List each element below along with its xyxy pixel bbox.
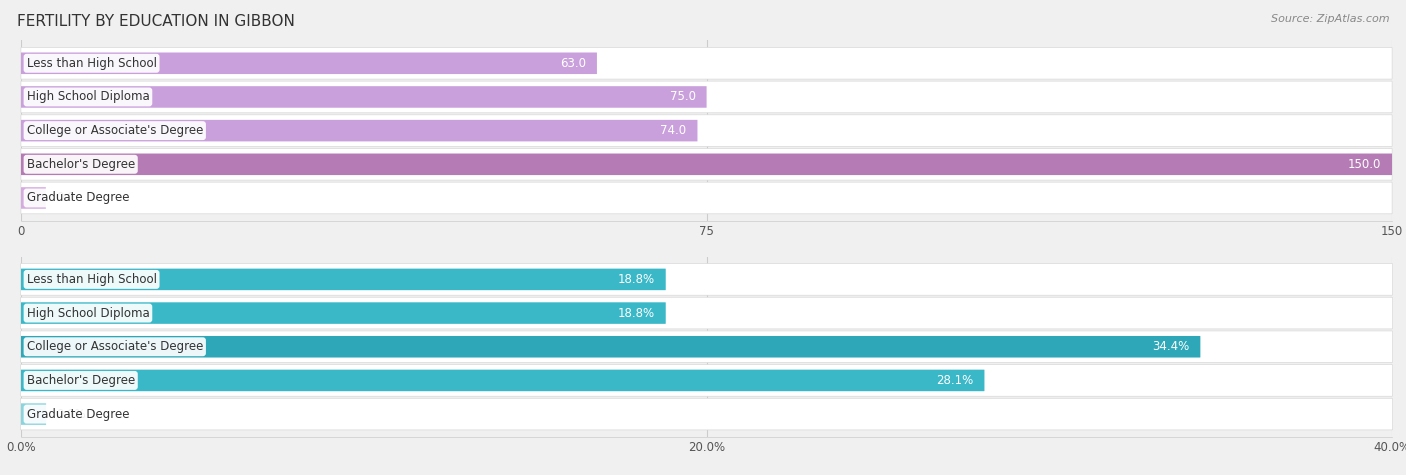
FancyBboxPatch shape [21,264,1392,295]
FancyBboxPatch shape [21,53,598,74]
FancyBboxPatch shape [21,149,1392,180]
Text: 150.0: 150.0 [1347,158,1381,171]
Text: Bachelor's Degree: Bachelor's Degree [27,158,135,171]
Text: 74.0: 74.0 [661,124,686,137]
Text: 34.4%: 34.4% [1152,340,1189,353]
FancyBboxPatch shape [21,187,46,209]
Text: 0.0%: 0.0% [56,408,86,420]
FancyBboxPatch shape [21,182,1392,214]
FancyBboxPatch shape [21,365,1392,396]
Text: Graduate Degree: Graduate Degree [27,408,129,420]
FancyBboxPatch shape [21,269,665,290]
Text: Less than High School: Less than High School [27,273,156,286]
Text: Less than High School: Less than High School [27,57,156,70]
FancyBboxPatch shape [21,398,1392,430]
FancyBboxPatch shape [21,331,1392,362]
FancyBboxPatch shape [21,370,984,391]
Text: 75.0: 75.0 [669,90,696,104]
Text: Source: ZipAtlas.com: Source: ZipAtlas.com [1271,14,1389,24]
Text: College or Associate's Degree: College or Associate's Degree [27,340,202,353]
FancyBboxPatch shape [21,336,1201,358]
Text: College or Associate's Degree: College or Associate's Degree [27,124,202,137]
FancyBboxPatch shape [21,48,1392,79]
Text: FERTILITY BY EDUCATION IN GIBBON: FERTILITY BY EDUCATION IN GIBBON [17,14,295,29]
FancyBboxPatch shape [21,153,1392,175]
FancyBboxPatch shape [21,115,1392,146]
Text: Bachelor's Degree: Bachelor's Degree [27,374,135,387]
Text: 28.1%: 28.1% [936,374,973,387]
Text: 63.0: 63.0 [560,57,586,70]
Text: Graduate Degree: Graduate Degree [27,191,129,204]
Text: High School Diploma: High School Diploma [27,90,149,104]
Text: 18.8%: 18.8% [617,273,654,286]
FancyBboxPatch shape [21,86,707,108]
Text: High School Diploma: High School Diploma [27,306,149,320]
Text: 0.0: 0.0 [56,191,76,204]
FancyBboxPatch shape [21,120,697,142]
FancyBboxPatch shape [21,81,1392,113]
FancyBboxPatch shape [21,297,1392,329]
Text: 18.8%: 18.8% [617,306,654,320]
FancyBboxPatch shape [21,403,46,425]
FancyBboxPatch shape [21,302,665,324]
